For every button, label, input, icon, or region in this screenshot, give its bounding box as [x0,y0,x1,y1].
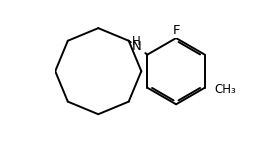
Text: CH₃: CH₃ [215,83,237,96]
Text: H: H [132,35,141,48]
Text: F: F [172,24,180,37]
Text: N: N [132,39,141,53]
